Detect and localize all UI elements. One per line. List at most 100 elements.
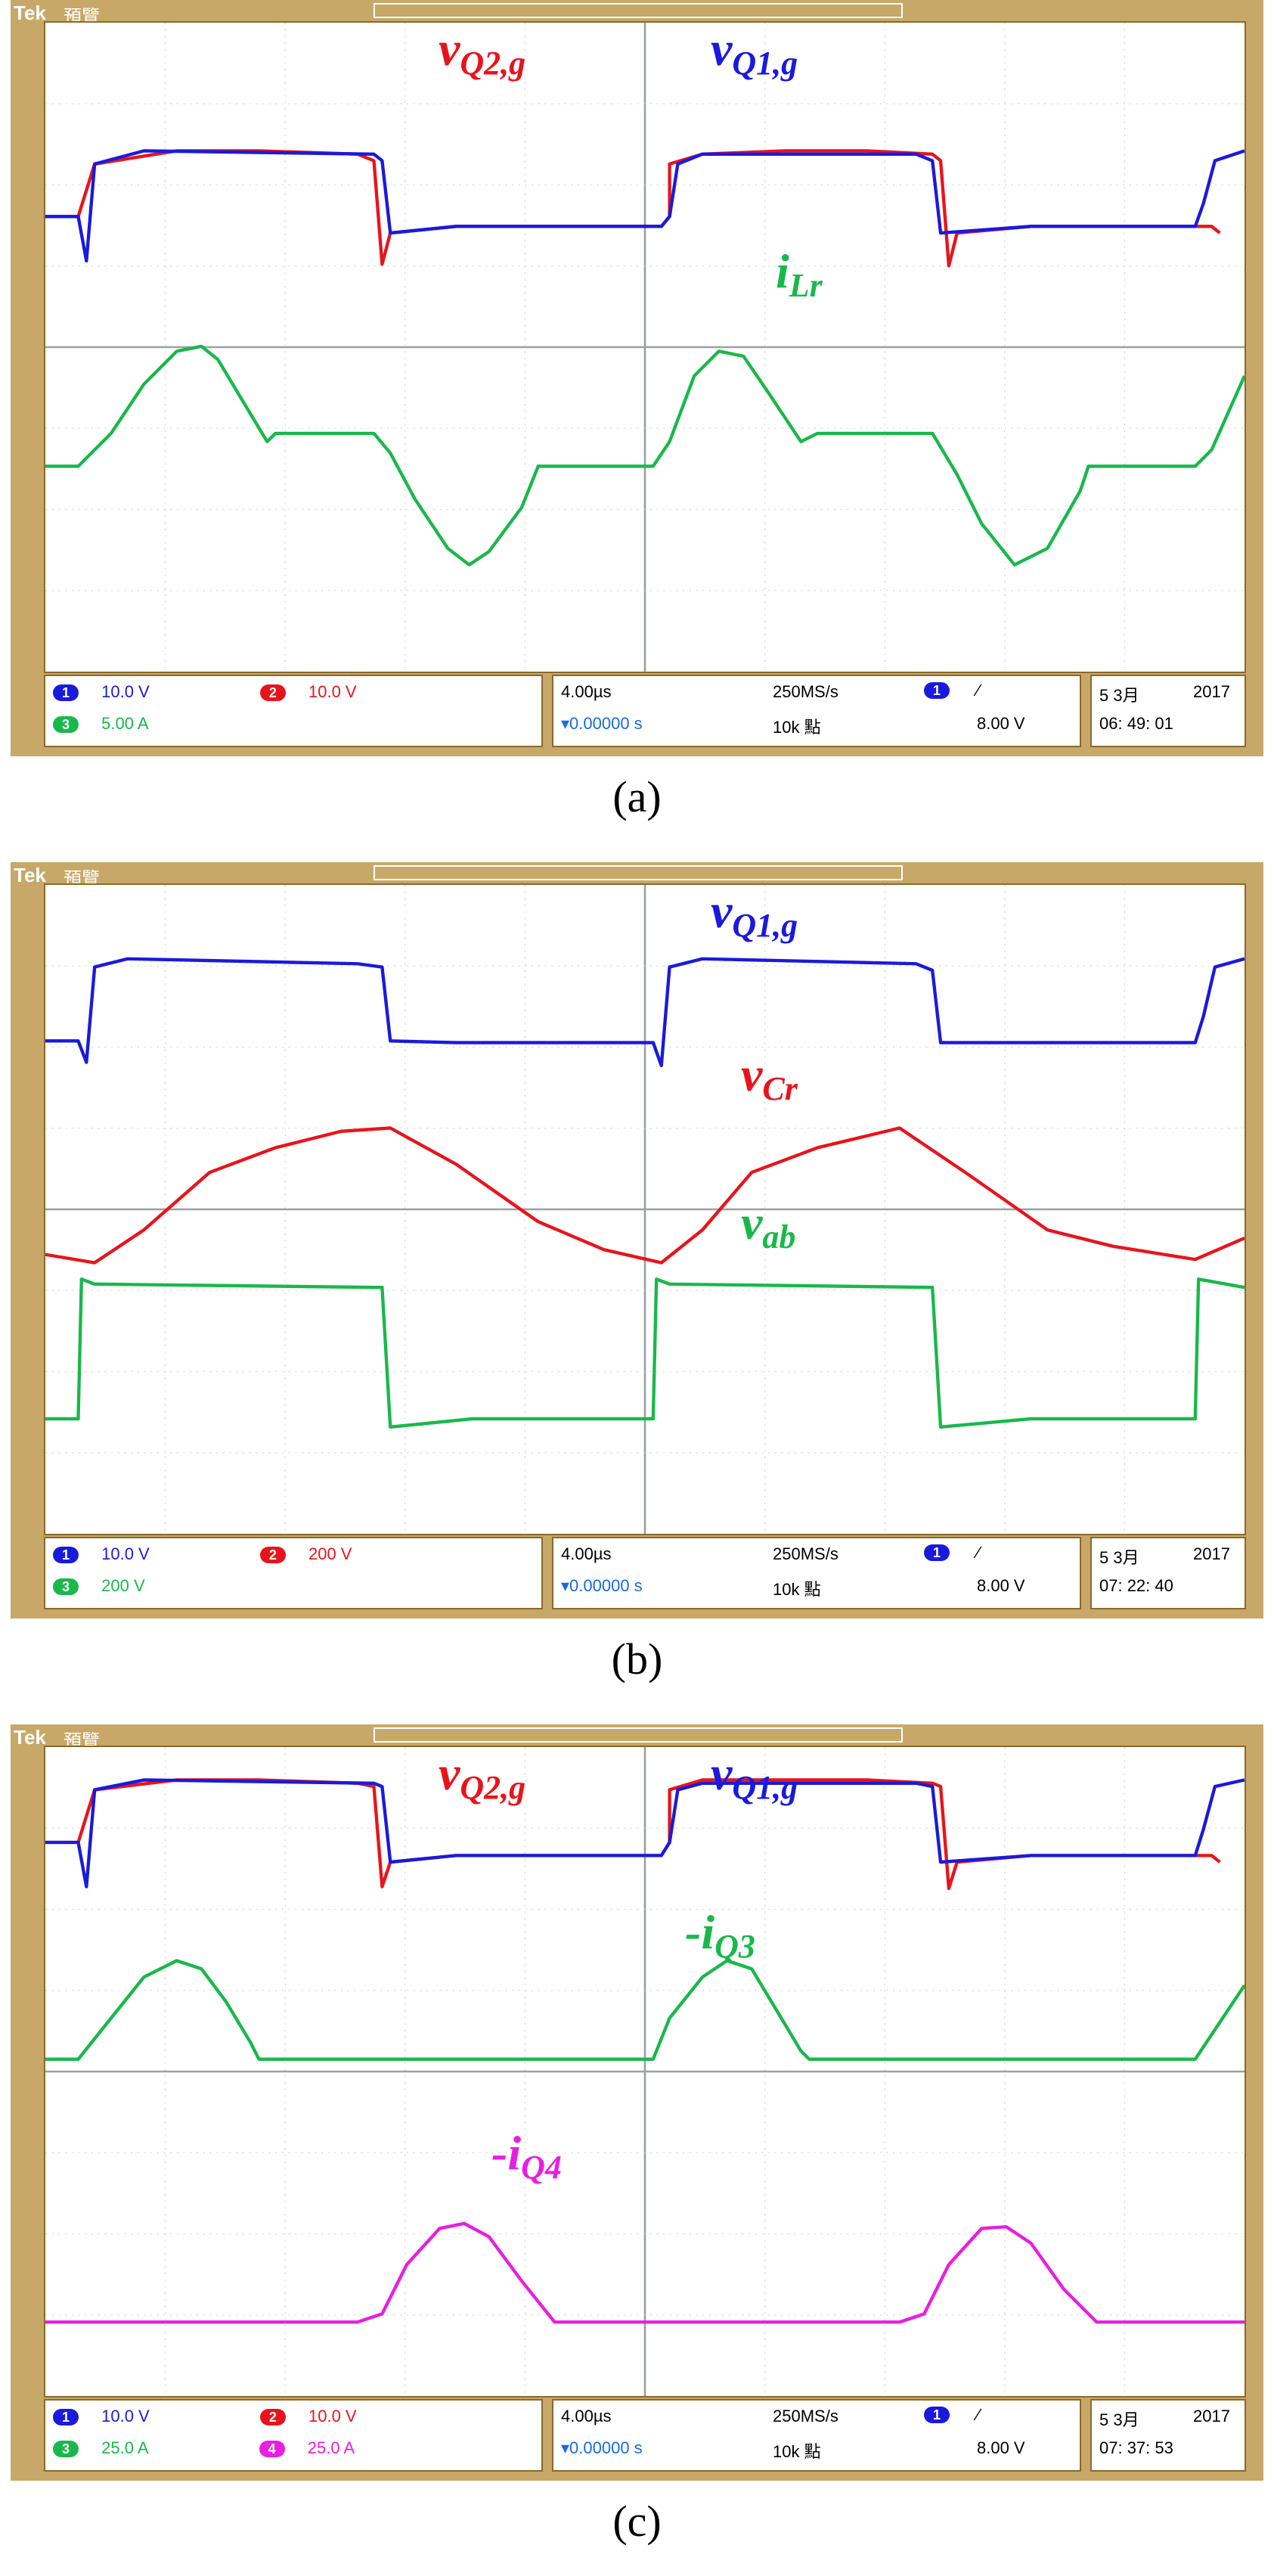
status-bar-c: 1 10.0 V 2 10.0 V 3 25.0 A 4 25.0 A 4.00… [44,2399,1246,2475]
channel-row1-a: 1 10.0 V 2 10.0 V [53,682,357,702]
waveform-series-3 [45,2221,1245,2324]
record-bar-c [374,1727,903,1743]
label-vq1g-c: vQ1,g [711,1746,798,1807]
channel-scale: 25.0 A [307,2438,355,2457]
date: 5 3月 [1099,1548,1139,1567]
scope-frame-c: Tek 預覽 vQ2,g vQ1,g -iQ3 -iQ4 1 10.0 V 2 … [11,1724,1263,2481]
channel-chip: 3 [53,2441,79,2458]
channel-row1-b: 1 10.0 V 2 200 V [53,1544,352,1564]
label-sub: Q1,g [732,907,798,944]
waveform-series-1 [45,1778,1245,1889]
waveform-series-1 [45,149,1245,263]
scope-screen-c: vQ2,g vQ1,g -iQ3 -iQ4 [44,1746,1246,2398]
channel-chip: 1 [53,1547,79,1564]
waveform-series-2 [45,1277,1245,1429]
clock: 06: 49: 01 [1099,714,1173,733]
label-sub: Cr [762,1070,798,1107]
waveform-plot-c [45,1747,1245,2396]
label-sub: Q1,g [732,45,798,82]
caption-c: (c) [612,2497,662,2546]
label-sub: Q4 [521,2149,562,2186]
time-per-div: 4.00µs [561,2407,612,2425]
waveform-series-2 [45,1959,1245,2061]
record-length: 10k 點 [773,1580,821,1599]
label-sub: Q2,g [460,45,526,82]
time-per-div: 4.00µs [561,682,612,701]
waveform-series-2 [45,344,1245,566]
date: 5 3月 [1099,2410,1139,2429]
channel-box-c: 1 10.0 V 2 10.0 V 3 25.0 A 4 25.0 A [44,2399,543,2472]
timebase-box-a: 4.00µs 250MS/s ▾0.00000 s 10k 點 1 ∕ 8.00… [552,675,1081,747]
date: 5 3月 [1099,686,1139,705]
channel-scale: 5.00 A [101,714,149,733]
scope-frame-a: Tek 預覽 vQ2,g vQ1,g iLr 1 10.0 V 2 10.0 V… [11,0,1263,756]
channel-row1-c: 1 10.0 V 2 10.0 V [53,2407,357,2426]
channel-row2-b: 3 200 V [53,1576,145,1596]
channel-scale: 25.0 A [101,2438,149,2457]
caption-a: (a) [612,772,662,821]
label-base: i [776,244,789,298]
channel-chip: 2 [259,684,286,702]
label-vq2g-a: vQ2,g [439,21,525,82]
trigger-channel: 1 [924,2407,950,2423]
label-base: v [711,1746,733,1800]
year: 2017 [1193,1544,1230,1563]
channel-scale: 10.0 V [101,682,150,701]
scope-frame-b: Tek 預覽 vQ1,g vCr vab 1 10.0 V 2 200 V 3 … [11,862,1263,1619]
status-bar-a: 1 10.0 V 2 10.0 V 3 5.00 A 4.00µs 250MS/… [44,675,1246,750]
channel-chip: 3 [53,716,79,734]
channel-box-b: 1 10.0 V 2 200 V 3 200 V [44,1537,543,1609]
label-base: v [741,1196,763,1249]
waveform-plot-b [45,885,1245,1534]
trigger-delay: ▾0.00000 s [561,2438,643,2457]
label-base: v [711,22,733,76]
year: 2017 [1193,2407,1230,2425]
time-per-div: 4.00µs [561,1544,612,1563]
channel-chip: 2 [259,2409,286,2426]
label-vq1g-a: vQ1,g [711,21,798,82]
year: 2017 [1193,682,1230,701]
trigger-level: 8.00 V [977,2438,1025,2457]
label-sub: Q3 [714,1928,755,1965]
trigger-slope-icon: ∕ [977,681,980,700]
record-bar-b [374,865,903,880]
tek-brand-a: Tek [14,2,46,24]
waveform-series-0 [45,957,1245,1068]
record-bar-a [374,3,903,18]
label-base: v [711,884,733,938]
label-base: v [741,1047,763,1101]
label-base: -i [491,2126,522,2180]
trigger-delay: ▾0.00000 s [561,1576,643,1595]
tek-brand-c: Tek [14,1726,46,1749]
channel-scale: 10.0 V [101,1544,150,1563]
record-length: 10k 點 [773,718,821,737]
waveform-series-1 [45,1126,1245,1265]
datetime-box-c: 5 3月 2017 07: 37: 53 [1090,2399,1246,2472]
caption-b: (b) [611,1634,663,1684]
channel-chip: 2 [259,1547,286,1564]
label-base: v [439,22,460,76]
sample-rate: 250MS/s [773,682,838,701]
channel-scale: 200 V [308,1544,352,1563]
channel-scale: 10.0 V [308,2407,357,2425]
scope-screen-b: vQ1,g vCr vab [44,883,1246,1535]
trigger-slope-icon: ∕ [977,2405,980,2424]
label-iq3-c: -iQ3 [685,1904,755,1966]
trigger-channel: 1 [924,1544,950,1561]
channel-chip: 3 [53,1578,79,1596]
label-sub: Lr [789,267,823,304]
trigger-level: 8.00 V [977,1576,1025,1595]
sample-rate: 250MS/s [773,2407,838,2425]
record-length: 10k 點 [773,2442,821,2461]
label-ilr-a: iLr [776,244,823,305]
clock: 07: 37: 53 [1099,2438,1173,2457]
trigger-slope-icon: ∕ [977,1543,980,1562]
waveform-plot-a [45,23,1245,672]
trigger-level: 8.00 V [977,714,1025,733]
datetime-box-b: 5 3月 2017 07: 22: 40 [1090,1537,1246,1609]
label-vq1g-b: vQ1,g [711,883,798,945]
channel-row2-c: 3 25.0 A 4 25.0 A [53,2438,355,2458]
tek-brand-b: Tek [14,864,46,886]
timebase-box-b: 4.00µs 250MS/s ▾0.00000 s 10k 點 1 ∕ 8.00… [552,1537,1081,1609]
label-vcr-b: vCr [741,1047,798,1108]
